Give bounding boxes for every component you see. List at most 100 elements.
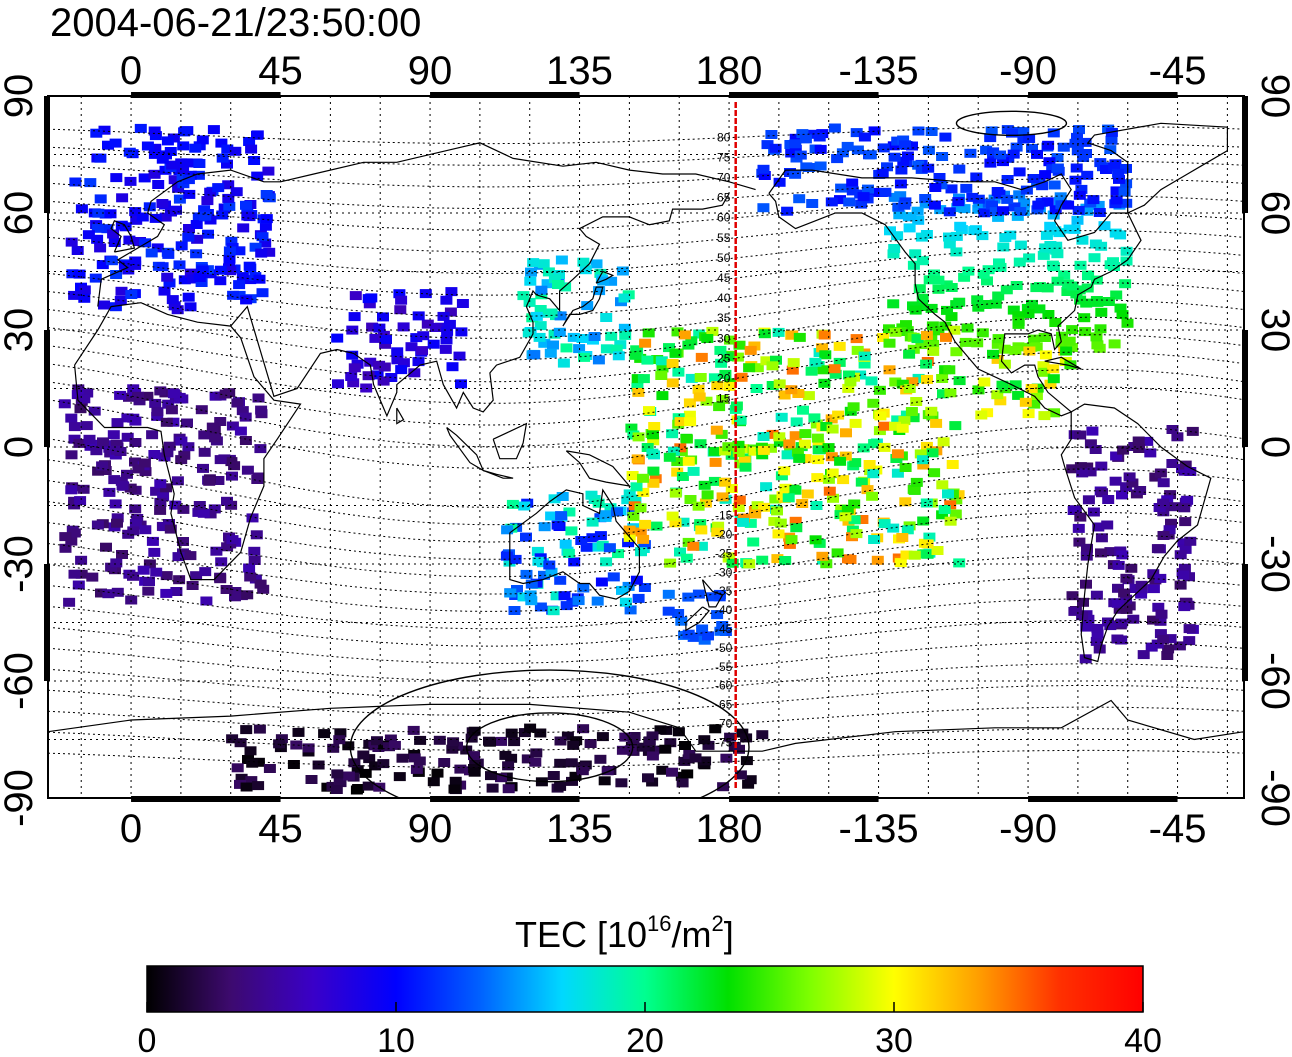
tec-cell	[685, 336, 698, 346]
tec-cell	[867, 469, 880, 479]
tec-cell	[600, 510, 613, 520]
tec-cell	[888, 244, 901, 253]
tec-cell	[1061, 287, 1074, 296]
left-tick-label: 0	[0, 436, 41, 458]
tec-cell	[891, 468, 904, 478]
tec-cell	[785, 385, 798, 395]
tec-cell	[391, 355, 404, 365]
tec-cell	[534, 305, 547, 314]
left-tick-label: -90	[0, 769, 41, 827]
tec-cell	[72, 580, 85, 590]
tec-cell	[774, 518, 787, 528]
tec-cell	[518, 501, 531, 511]
tec-cell	[698, 480, 711, 490]
tec-cell	[525, 596, 538, 606]
tec-cell	[757, 445, 770, 455]
tec-cell	[1041, 283, 1054, 293]
tec-cell	[252, 393, 265, 403]
tec-cell	[1001, 194, 1014, 204]
tec-cell	[1161, 651, 1174, 660]
frame-bar-right	[1242, 564, 1248, 681]
tec-cell	[535, 290, 548, 300]
tec-cell	[168, 301, 181, 311]
magnetic-latitude-label: 35	[717, 311, 731, 325]
tec-cell	[930, 418, 943, 428]
tec-cell	[243, 261, 256, 271]
tec-cell	[184, 268, 197, 278]
tec-cell	[98, 125, 111, 135]
tec-cell	[410, 333, 423, 343]
bottom-tick-label: -135	[839, 807, 919, 851]
tec-cell	[175, 241, 188, 251]
tec-cell	[1012, 316, 1025, 326]
tec-cell	[234, 426, 247, 436]
tec-cell	[641, 355, 654, 365]
tec-cell	[600, 344, 613, 354]
tec-cell	[567, 740, 580, 750]
tec-cell	[68, 422, 81, 432]
tec-cell	[682, 456, 695, 466]
tec-cell	[1125, 563, 1138, 573]
tec-cell	[1114, 230, 1127, 240]
tec-cell	[927, 346, 940, 356]
tec-cell	[1104, 145, 1117, 155]
tec-cell	[646, 731, 659, 741]
tec-cell	[251, 475, 264, 484]
tec-cell	[747, 537, 760, 547]
tec-cell	[846, 178, 859, 188]
tec-cell	[348, 312, 361, 322]
tec-cell	[1173, 641, 1186, 651]
tec-cell	[177, 164, 190, 174]
tec-cell	[1181, 495, 1194, 505]
tec-cell	[129, 438, 142, 447]
tec-cell	[416, 346, 428, 356]
tec-cell	[825, 197, 838, 207]
tec-cell	[129, 256, 142, 266]
tec-cell	[1102, 495, 1115, 504]
tec-cell	[1080, 551, 1093, 561]
tec-cell	[97, 437, 109, 447]
tec-cell	[204, 187, 217, 197]
tec-cell	[116, 550, 128, 559]
tec-cell	[876, 168, 889, 178]
tec-cell	[177, 504, 190, 514]
tec-cell	[538, 522, 551, 532]
tec-cell	[987, 147, 1000, 157]
tec-cell	[627, 511, 640, 521]
tec-cell	[926, 321, 939, 331]
tec-cell	[622, 538, 635, 548]
tec-cell	[453, 351, 466, 361]
tec-cell	[671, 327, 684, 337]
tec-cell	[173, 260, 186, 270]
tec-cell	[889, 327, 902, 337]
frame-bar-top	[430, 92, 580, 98]
tec-cell	[154, 479, 167, 489]
tec-cell	[523, 297, 536, 307]
tec-cell	[943, 232, 956, 242]
tec-cell	[554, 736, 567, 746]
tec-cell	[699, 498, 712, 508]
tec-cell	[485, 771, 497, 781]
tec-cell	[1137, 650, 1150, 660]
tec-cell	[172, 552, 185, 562]
tec-cell	[942, 489, 954, 499]
tec-cell	[388, 740, 401, 750]
tec-cell	[723, 381, 736, 391]
tec-cell	[1165, 518, 1177, 528]
tec-cell	[256, 232, 269, 242]
tec-cell	[865, 376, 878, 386]
tec-cell	[683, 398, 696, 408]
tec-cell	[139, 467, 152, 477]
tec-cell	[1135, 589, 1148, 599]
tec-cell	[566, 776, 578, 786]
tec-cell	[129, 416, 142, 426]
tec-cell	[976, 231, 989, 241]
tec-cell	[868, 187, 881, 197]
tec-cell	[646, 751, 659, 761]
tec-cell	[900, 320, 912, 330]
tec-cell	[1066, 591, 1079, 601]
tec-cell	[908, 550, 921, 560]
tec-cell	[229, 592, 241, 602]
tec-cell	[629, 350, 642, 360]
tec-cell	[73, 438, 86, 448]
